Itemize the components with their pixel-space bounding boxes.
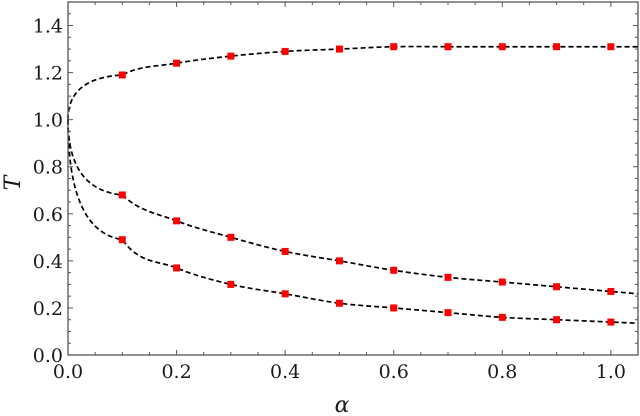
data-point-marker — [607, 43, 615, 51]
x-tick-label: 0.2 — [161, 361, 191, 383]
y-tick-label: 0.0 — [33, 345, 63, 367]
data-point-marker — [118, 191, 126, 199]
data-point-marker — [173, 217, 181, 225]
data-point-marker — [553, 43, 561, 51]
data-point-marker — [498, 43, 506, 51]
y-axis-label: T — [1, 173, 26, 190]
data-point-marker — [227, 233, 235, 241]
data-point-marker — [281, 247, 289, 255]
data-point-marker — [498, 278, 506, 286]
fit-curve-1 — [67, 45, 638, 120]
y-tick-label: 1.2 — [33, 63, 63, 85]
data-point-marker — [335, 45, 343, 53]
data-point-marker — [335, 257, 343, 265]
data-point-marker — [173, 59, 181, 67]
data-point-marker — [118, 71, 126, 79]
data-point-marker — [390, 266, 398, 274]
data-point-marker — [553, 316, 561, 324]
data-point-marker — [173, 264, 181, 272]
data-point-marker — [444, 43, 452, 51]
y-tick-label: 1.4 — [33, 16, 63, 38]
data-point-marker — [444, 273, 452, 281]
y-tick-label: 0.4 — [33, 251, 63, 273]
data-point-marker — [281, 290, 289, 298]
y-tick-label: 0.2 — [33, 298, 63, 320]
axes-box — [67, 1, 639, 356]
x-tick-label: 0.8 — [487, 361, 517, 383]
data-point-marker — [227, 52, 235, 60]
data-point-marker — [553, 283, 561, 291]
fit-curve-2 — [67, 119, 639, 295]
data-point-marker — [444, 309, 452, 317]
data-markers — [118, 43, 615, 326]
fit-curve-3 — [67, 119, 639, 325]
x-tick-label: 0.6 — [379, 361, 409, 383]
y-tick-label: 0.6 — [33, 204, 63, 226]
x-axis-label: α — [335, 393, 350, 416]
data-point-marker — [498, 313, 506, 321]
data-point-marker — [390, 304, 398, 312]
data-point-marker — [281, 47, 289, 55]
data-point-marker — [607, 318, 615, 326]
x-tick-label: 1.0 — [596, 361, 626, 383]
y-tick-label: 1.0 — [33, 110, 63, 132]
data-point-marker — [335, 299, 343, 307]
data-point-marker — [390, 43, 398, 51]
tick-labels: 0.0 0.2 0.4 0.6 0.8 1.0 0.0 0.2 0.4 0.6 0.8 1.0 1.2 1… — [33, 16, 626, 383]
data-point-marker — [607, 287, 615, 295]
x-tick-label: 0.4 — [270, 361, 300, 383]
data-point-marker — [118, 236, 126, 244]
y-tick-label: 0.8 — [33, 157, 63, 179]
axis-ticks — [67, 1, 639, 356]
fit-curves — [67, 45, 639, 325]
x-tick-label: 0.0 — [53, 361, 83, 383]
plot-frame — [67, 1, 639, 356]
data-point-marker — [227, 280, 235, 288]
